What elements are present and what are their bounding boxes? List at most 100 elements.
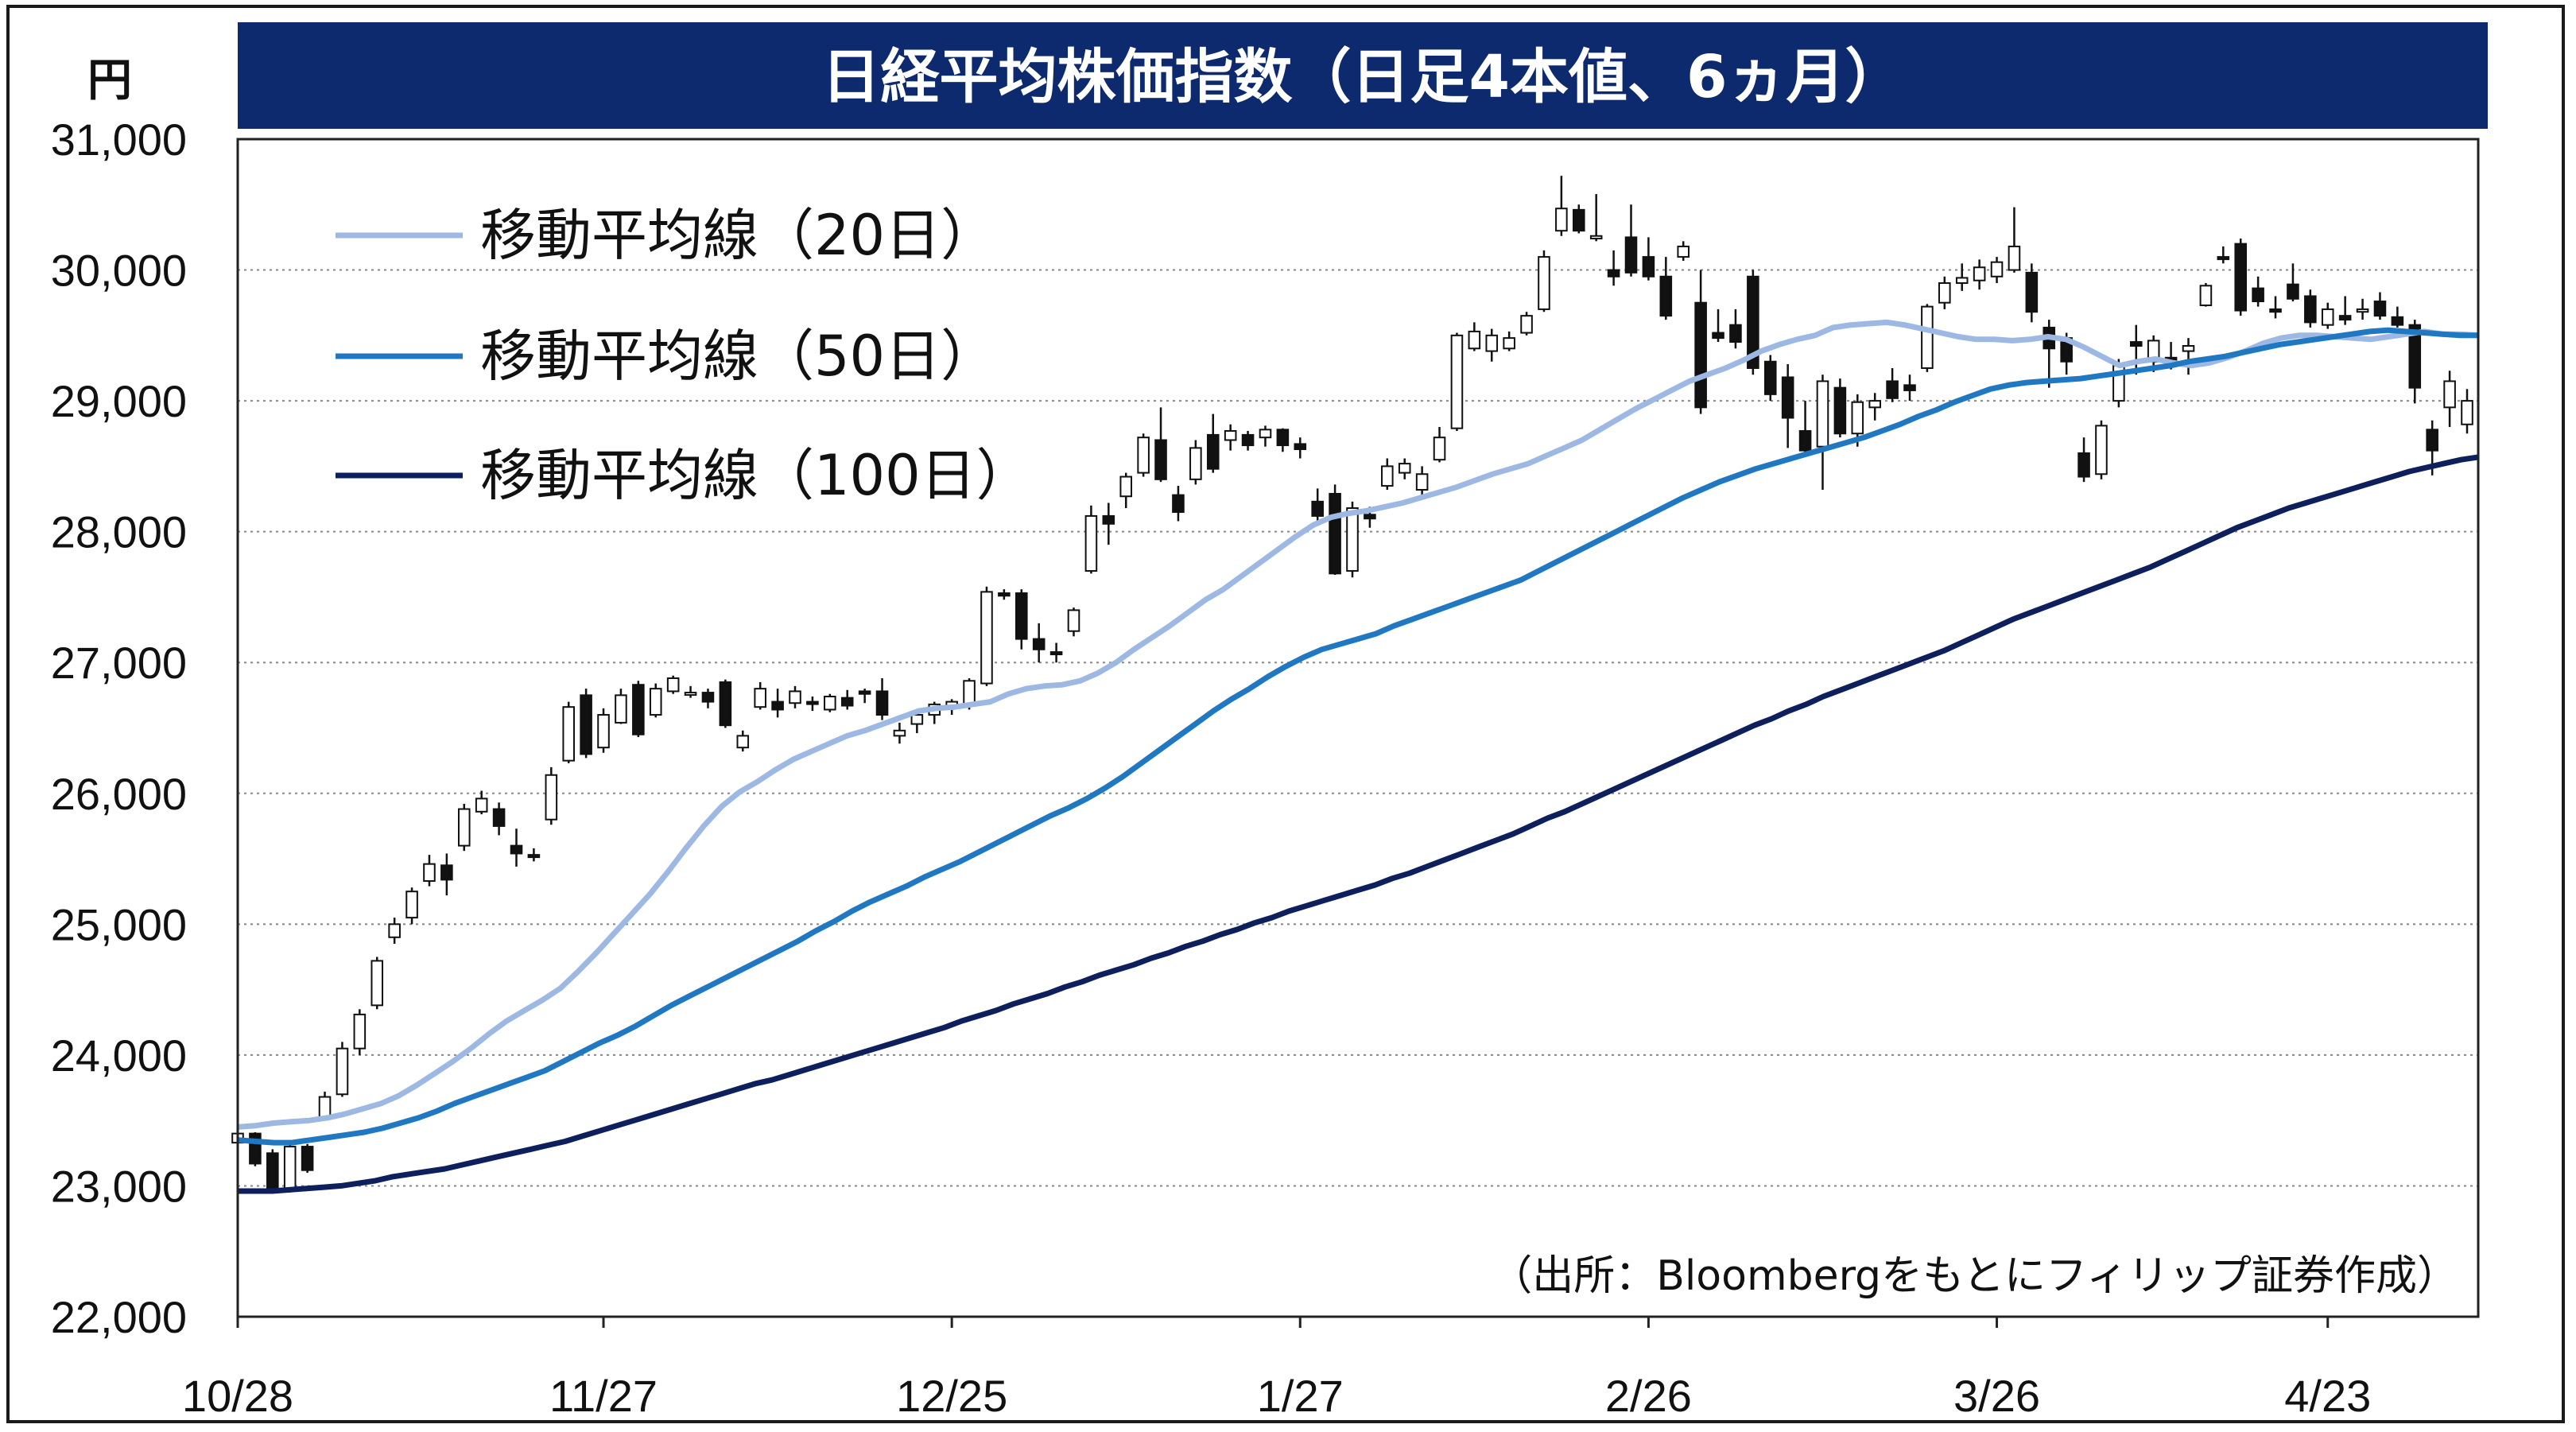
chart-title: 日経平均株価指数（日足4本値、6ヵ月）: [822, 43, 1904, 111]
candle: [701, 689, 715, 708]
candle: [2077, 437, 2090, 483]
candle: [1485, 328, 1499, 362]
candle: [1084, 505, 1098, 574]
candle: [2095, 420, 2108, 479]
candle: [597, 708, 610, 753]
candle: [1781, 364, 1794, 448]
candle: [1311, 488, 1324, 524]
candle: [980, 586, 993, 686]
candle-body-up: [649, 688, 662, 716]
candle: [2338, 296, 2352, 325]
candle: [1433, 427, 1446, 463]
candle-body-down: [771, 700, 784, 711]
candle: [1067, 607, 1080, 637]
candle-body-down: [2373, 301, 2387, 317]
candle-body-up: [336, 1047, 349, 1096]
candle-body-down: [2025, 271, 2039, 313]
candle-body-down: [2234, 243, 2248, 312]
candle: [754, 681, 766, 710]
candle: [1729, 309, 1742, 349]
candle-body-down: [1241, 433, 1255, 447]
candle: [1816, 374, 1829, 491]
x-axis-ticks: 10/28 11/27 12/25 1/27 2/26 3/26 4/23: [182, 1317, 2371, 1421]
legend-label-ma20: 移動平均線（20日）: [480, 203, 996, 268]
candle-body-down: [1294, 443, 1307, 450]
candle: [545, 766, 558, 825]
candle-body-up: [562, 706, 576, 762]
candle-body-down: [1014, 592, 1028, 640]
candle-body-up: [1450, 334, 1464, 429]
candle: [736, 730, 750, 752]
candle: [370, 957, 384, 1010]
candle: [1032, 623, 1046, 663]
x-tick-label: 10/28: [182, 1371, 293, 1421]
candle: [562, 701, 576, 763]
candle: [1154, 407, 1167, 483]
candle-body-up: [597, 714, 610, 749]
candle: [1503, 331, 1515, 351]
x-tick-label: 3/26: [1953, 1371, 2040, 1421]
candle: [1833, 378, 1847, 438]
candle: [928, 701, 941, 724]
candles: [231, 176, 2473, 1193]
candle-body-up: [2008, 245, 2021, 271]
candle-body-down: [1607, 269, 1620, 277]
candle-body-up: [789, 690, 801, 704]
candle-body-up: [1677, 245, 1690, 258]
plot-area-border: [236, 138, 2480, 1318]
candle: [440, 853, 453, 896]
candle: [2321, 302, 2334, 329]
x-tick-label: 11/27: [549, 1371, 658, 1421]
candle-body-down: [2391, 316, 2404, 326]
candle-body-up: [475, 797, 488, 813]
candle: [1119, 472, 1133, 509]
legend-label-ma50: 移動平均線（50日）: [480, 324, 996, 389]
y-axis-ticks: 22,000 23,000 24,000 25,000 26,000 27,000 28,0…: [51, 114, 187, 1342]
title-bar: [238, 22, 2488, 129]
candle: [1398, 458, 1411, 479]
candle: [684, 685, 697, 698]
candle: [1189, 440, 1202, 485]
candle-body-up: [1503, 337, 1515, 350]
candle-body-up: [666, 677, 680, 693]
y-tick-label: 24,000: [51, 1030, 187, 1081]
candle-body-down: [1172, 494, 1185, 513]
candle: [1712, 309, 1724, 343]
candle-body-down: [701, 692, 715, 703]
candle: [1206, 413, 1220, 473]
candle-body-down: [2252, 287, 2264, 303]
candle: [527, 848, 541, 862]
candle: [2461, 389, 2473, 434]
candle: [1938, 276, 1951, 309]
y-tick-label: 29,000: [51, 376, 187, 426]
candle-body-up: [1868, 400, 1881, 409]
candle: [2391, 306, 2404, 328]
y-tick-label: 31,000: [51, 114, 187, 165]
candle: [2025, 263, 2039, 323]
candle: [858, 689, 871, 704]
candle: [875, 677, 889, 720]
candle: [1102, 503, 1115, 545]
candle: [2217, 246, 2230, 264]
candle-body-up: [1555, 208, 1568, 232]
candle: [492, 802, 506, 836]
candle: [1955, 263, 1969, 291]
candle-body-up: [1119, 475, 1133, 498]
candle: [1973, 259, 1986, 290]
candle-body-up: [910, 714, 924, 725]
candle-body-up: [353, 1013, 367, 1050]
candle-body-up: [2443, 380, 2456, 409]
candle: [1921, 304, 1934, 372]
candle-body-down: [2408, 324, 2422, 389]
candle: [666, 675, 680, 694]
candle: [388, 918, 401, 945]
candle: [893, 722, 906, 744]
candle: [2199, 283, 2213, 307]
candle: [824, 693, 836, 712]
candle-body-down: [1311, 500, 1324, 517]
candle: [1294, 437, 1307, 459]
candle: [1450, 332, 1464, 431]
candle: [615, 689, 627, 724]
candle-body-up: [1137, 437, 1150, 474]
candle: [2008, 207, 2021, 273]
